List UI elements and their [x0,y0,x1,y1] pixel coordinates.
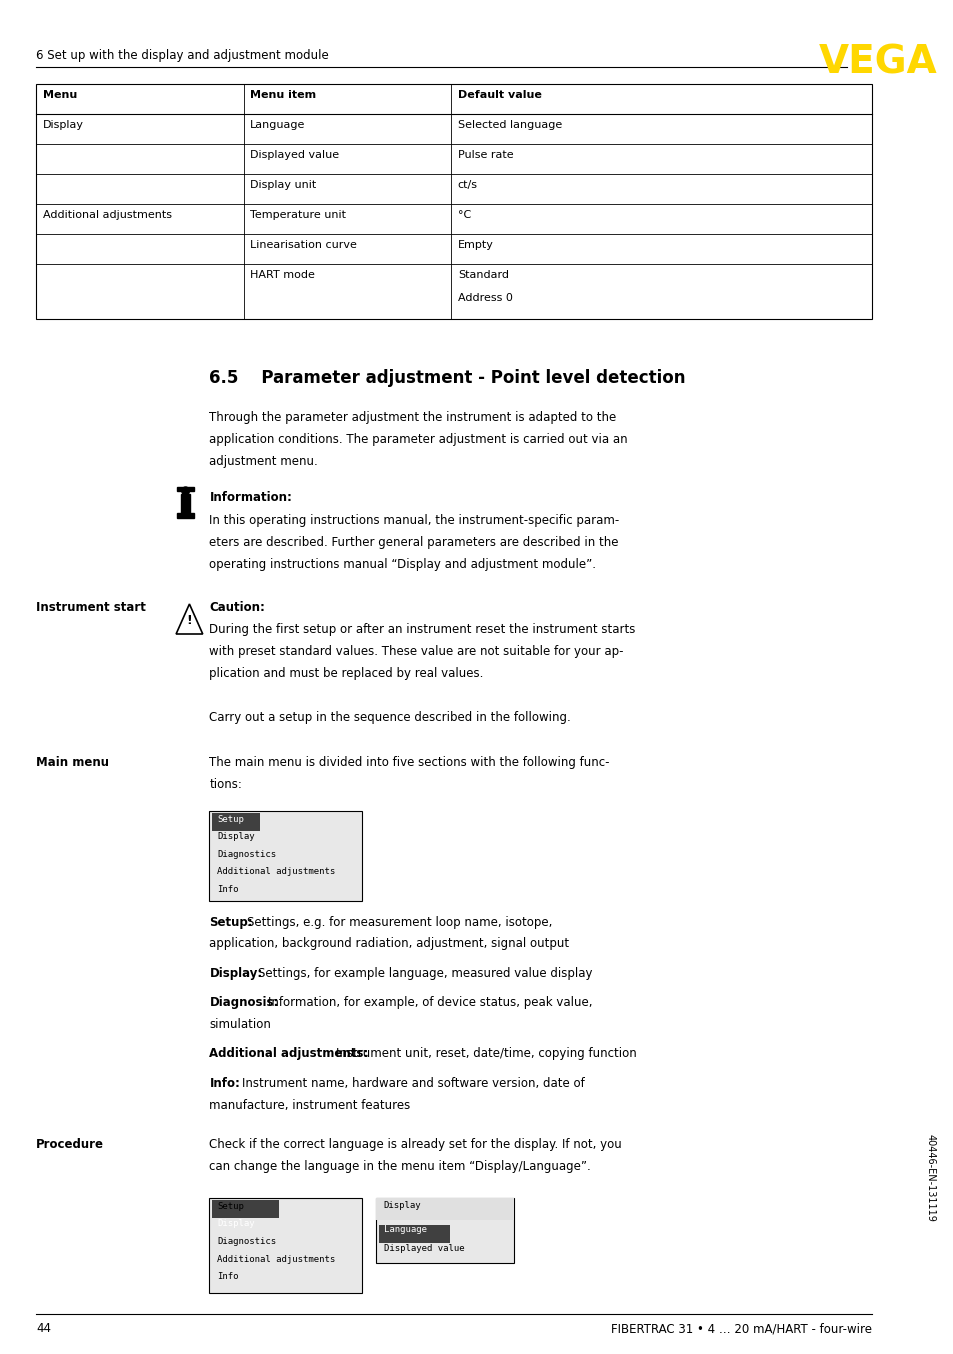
Text: application conditions. The parameter adjustment is carried out via an: application conditions. The parameter ad… [210,433,627,445]
Bar [375,1198,514,1263]
Text: Settings, e.g. for measurement loop name, isotope,: Settings, e.g. for measurement loop name… [247,917,553,929]
Text: !: ! [187,615,193,627]
Text: Displayed value: Displayed value [250,150,339,160]
Text: operating instructions manual “Display and adjustment module”.: operating instructions manual “Display a… [210,558,596,571]
Text: Procedure: Procedure [36,1137,104,1151]
Text: Display: Display [216,833,254,841]
Text: plication and must be replaced by real values.: plication and must be replaced by real v… [210,668,483,680]
Text: Information:: Information: [210,492,292,504]
Text: Additional adjustments: Additional adjustments [43,210,172,219]
Text: Info: Info [216,886,238,894]
Text: Additional adjustments: Additional adjustments [216,1255,335,1263]
Text: tions:: tions: [210,779,242,791]
Text: simulation: simulation [210,1018,271,1030]
Text: 6.5    Parameter adjustment - Point level detection: 6.5 Parameter adjustment - Point level d… [210,370,685,387]
Bar [210,1198,361,1293]
Text: Info: Info [216,1271,238,1281]
Text: Default value: Default value [457,89,541,100]
Text: Additional adjustments: Additional adjustments [216,868,335,876]
Text: Information, for example, of device status, peak value,: Information, for example, of device stat… [268,997,593,1010]
Text: 6 Set up with the display and adjustment module: 6 Set up with the display and adjustment… [36,49,329,62]
Text: VEGA: VEGA [818,43,937,83]
Text: with preset standard values. These value are not suitable for your ap-: with preset standard values. These value… [210,645,623,658]
Text: Language: Language [250,121,305,130]
Text: Diagnosis:: Diagnosis: [210,997,278,1010]
Text: Through the parameter adjustment the instrument is adapted to the: Through the parameter adjustment the ins… [210,412,616,424]
Text: Display:: Display: [210,967,262,980]
Bar [177,487,194,492]
Text: adjustment menu.: adjustment menu. [210,455,318,468]
Text: Standard

Address 0: Standard Address 0 [457,269,512,303]
Text: Info:: Info: [210,1076,240,1090]
Text: Linearisation curve: Linearisation curve [250,240,356,250]
Text: Instrument start: Instrument start [36,601,146,613]
Text: manufacture, instrument features: manufacture, instrument features [210,1098,410,1112]
Text: Setup: Setup [216,1202,244,1210]
Bar [375,1198,514,1220]
Text: 40446-EN-131119: 40446-EN-131119 [924,1135,934,1221]
Text: Selected language: Selected language [457,121,561,130]
Text: 44: 44 [36,1322,51,1335]
Circle shape [182,487,190,496]
Text: Instrument name, hardware and software version, date of: Instrument name, hardware and software v… [242,1076,584,1090]
Text: Empty: Empty [457,240,494,250]
Bar [177,513,194,519]
Bar [181,494,191,515]
Text: Menu item: Menu item [250,89,316,100]
Text: Main menu: Main menu [36,756,109,769]
Text: Temperature unit: Temperature unit [250,210,346,219]
Text: Pulse rate: Pulse rate [457,150,513,160]
Text: Display: Display [43,121,84,130]
Text: ct/s: ct/s [457,180,477,190]
Bar [378,1225,450,1243]
Bar [213,812,259,831]
Text: Menu: Menu [43,89,77,100]
Text: Check if the correct language is already set for the display. If not, you: Check if the correct language is already… [210,1137,621,1151]
Text: Setup: Setup [216,815,244,825]
Text: Caution:: Caution: [210,601,265,613]
Text: Displayed value: Displayed value [383,1244,464,1252]
Bar [36,84,871,320]
Text: Diagnostics: Diagnostics [216,850,275,858]
Bar [213,1200,278,1219]
Text: The main menu is divided into five sections with the following func-: The main menu is divided into five secti… [210,756,609,769]
Text: Language: Language [383,1225,426,1233]
Text: can change the language in the menu item “Display/Language”.: can change the language in the menu item… [210,1160,591,1173]
Text: Display: Display [383,1201,421,1210]
Text: Carry out a setup in the sequence described in the following.: Carry out a setup in the sequence descri… [210,711,571,724]
Text: Settings, for example language, measured value display: Settings, for example language, measured… [257,967,592,980]
Text: application, background radiation, adjustment, signal output: application, background radiation, adjus… [210,937,569,951]
Text: During the first setup or after an instrument reset the instrument starts: During the first setup or after an instr… [210,623,635,636]
Text: In this operating instructions manual, the instrument-specific param-: In this operating instructions manual, t… [210,515,619,527]
Text: Display: Display [216,1220,254,1228]
Text: Additional adjustments:: Additional adjustments: [210,1048,368,1060]
Text: HART mode: HART mode [250,269,314,280]
Text: eters are described. Further general parameters are described in the: eters are described. Further general par… [210,536,618,548]
Text: Setup:: Setup: [210,917,253,929]
Text: Instrument unit, reset, date/time, copying function: Instrument unit, reset, date/time, copyi… [336,1048,637,1060]
Text: FIBERTRAC 31 • 4 … 20 mA/HART - four-wire: FIBERTRAC 31 • 4 … 20 mA/HART - four-wir… [610,1322,871,1335]
Bar [210,811,361,900]
Text: Display unit: Display unit [250,180,316,190]
Text: °C: °C [457,210,471,219]
Text: Diagnostics: Diagnostics [216,1238,275,1246]
